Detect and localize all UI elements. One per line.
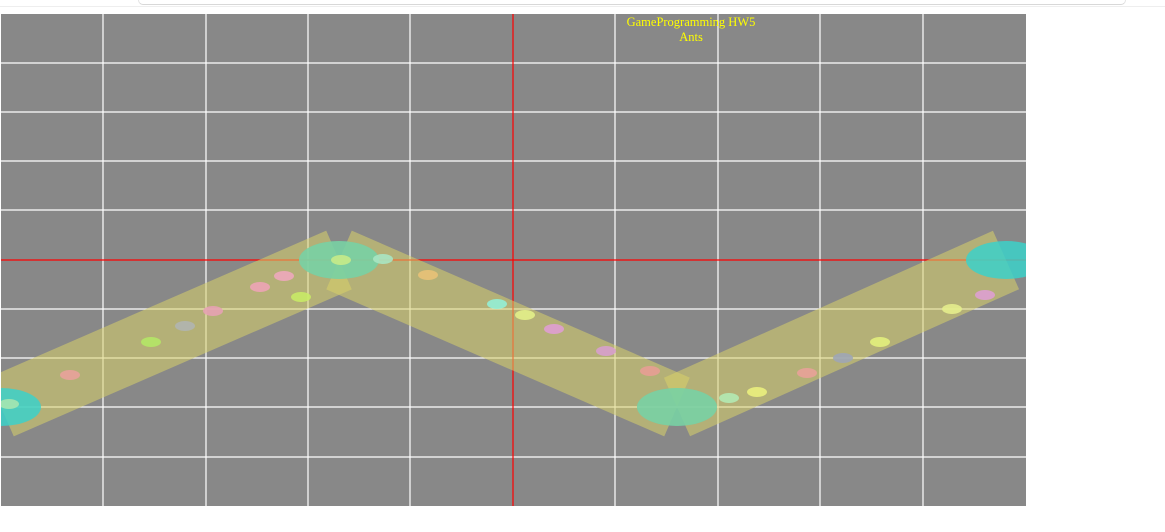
ant <box>640 366 660 376</box>
ant <box>797 368 817 378</box>
ants <box>1 254 995 409</box>
ant <box>203 306 223 316</box>
game-canvas[interactable]: GameProgramming HW5 Ants <box>1 14 1026 506</box>
trail-segment <box>1 230 352 437</box>
ant <box>331 255 351 265</box>
ant <box>975 290 995 300</box>
nest <box>1 388 41 426</box>
ant <box>60 370 80 380</box>
hud-title-line: GameProgramming HW5 <box>626 15 756 29</box>
ant <box>373 254 393 264</box>
browser-frame <box>0 0 1165 8</box>
hud-subtitle-line: Ants <box>679 30 703 44</box>
ant <box>870 337 890 347</box>
ant <box>747 387 767 397</box>
axes <box>1 14 1026 506</box>
nest <box>966 241 1026 279</box>
ant <box>833 353 853 363</box>
trail-segment <box>326 230 690 437</box>
browser-divider <box>0 6 1165 7</box>
trail-segment <box>663 230 1020 437</box>
ant <box>544 324 564 334</box>
ant <box>487 299 507 309</box>
nest-trail-overlap <box>637 388 717 426</box>
ant <box>719 393 739 403</box>
address-bar-edge <box>138 0 1126 5</box>
hud-title: GameProgramming HW5 Ants <box>621 15 761 45</box>
ant <box>942 304 962 314</box>
ant <box>515 310 535 320</box>
ant <box>418 270 438 280</box>
ant <box>291 292 311 302</box>
nest <box>637 388 717 426</box>
ant <box>274 271 294 281</box>
ant <box>1 399 19 409</box>
ant-trails <box>1 230 1020 437</box>
ant <box>141 337 161 347</box>
ant <box>596 346 616 356</box>
ant <box>175 321 195 331</box>
ant-scene <box>1 14 1026 506</box>
ant <box>250 282 270 292</box>
